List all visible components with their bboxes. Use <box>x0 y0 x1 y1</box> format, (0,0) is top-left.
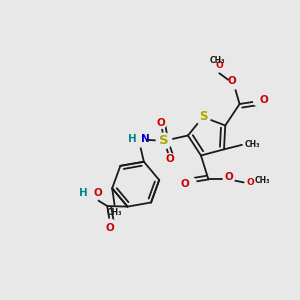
Circle shape <box>185 177 196 188</box>
Circle shape <box>105 219 116 230</box>
Text: CH₃: CH₃ <box>244 140 260 149</box>
Text: N: N <box>141 134 150 144</box>
Text: O: O <box>181 179 190 189</box>
Text: CH₃: CH₃ <box>255 176 271 185</box>
Circle shape <box>156 133 172 148</box>
Text: CH₃: CH₃ <box>107 208 122 217</box>
Text: O: O <box>93 188 102 199</box>
Text: O: O <box>224 172 233 182</box>
Circle shape <box>165 153 176 164</box>
Text: O: O <box>247 178 254 187</box>
Text: CH₃: CH₃ <box>209 56 225 65</box>
Text: O: O <box>260 94 268 104</box>
Text: O: O <box>228 76 236 86</box>
Circle shape <box>223 174 234 185</box>
Text: H: H <box>128 134 136 144</box>
Text: O: O <box>215 61 223 70</box>
Text: O: O <box>166 154 174 164</box>
Circle shape <box>228 78 239 89</box>
Circle shape <box>156 118 167 128</box>
Circle shape <box>254 96 264 106</box>
Text: O: O <box>106 223 115 233</box>
Circle shape <box>85 190 98 203</box>
Text: S: S <box>199 110 207 123</box>
Text: H: H <box>80 188 88 199</box>
Text: S: S <box>159 134 169 147</box>
Circle shape <box>196 110 210 124</box>
Text: O: O <box>157 118 166 128</box>
Circle shape <box>131 132 146 147</box>
